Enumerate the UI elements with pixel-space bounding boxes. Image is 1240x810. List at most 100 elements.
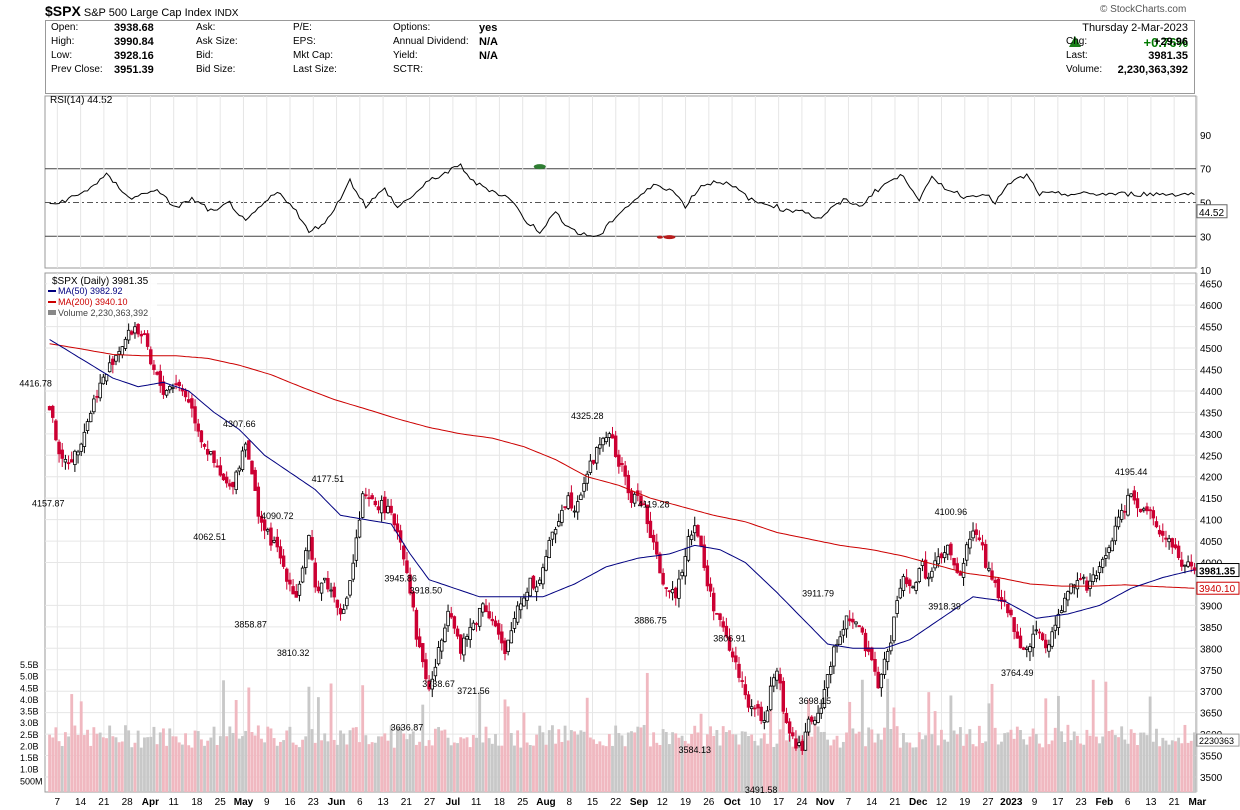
candle-body [591, 459, 596, 464]
candle-body [569, 492, 574, 509]
candle-body [51, 405, 55, 418]
volume-bar [1183, 724, 1187, 792]
candle-body [515, 605, 520, 623]
volume-bar [867, 727, 871, 792]
x-tick-label: 25 [215, 797, 227, 808]
price-annotation: 3810.32 [277, 648, 310, 658]
price-annotation: 3764.49 [1001, 668, 1034, 678]
candle-body [1192, 567, 1197, 571]
volume-bar [778, 729, 782, 792]
volume-bar [490, 743, 494, 792]
candle-body [1037, 631, 1042, 634]
candle-body [1180, 559, 1184, 567]
candle-body [427, 680, 431, 690]
x-tick-label: 21 [401, 797, 413, 808]
candle-body [111, 358, 115, 365]
candle-body [1034, 629, 1039, 632]
volume-bar [949, 695, 953, 792]
y-tick-label: 3750 [1200, 666, 1223, 677]
volume-bar [323, 733, 327, 792]
volume-bar [860, 679, 864, 792]
candle-body [772, 677, 776, 687]
candle-body [522, 597, 526, 607]
y-tick-label: 3700 [1200, 687, 1223, 698]
candle-body [538, 579, 542, 584]
volume-bar [380, 736, 384, 792]
candle-body [120, 346, 125, 356]
volume-bar [965, 734, 969, 792]
candle-body [376, 506, 381, 511]
x-tick-label: Apr [142, 797, 159, 808]
candle-body [228, 483, 232, 487]
volume-bar [253, 735, 257, 792]
x-tick-label: Nov [816, 797, 835, 808]
candle-body [724, 625, 729, 637]
volume-bar [1148, 696, 1152, 792]
volume-bar [86, 729, 89, 792]
candle-body [661, 572, 665, 585]
x-tick-label: 10 [750, 797, 762, 808]
candle-body [1085, 580, 1089, 591]
candle-body [231, 481, 235, 488]
price-annotation: 3918.50 [410, 586, 443, 596]
candle-body [531, 575, 536, 589]
quote-label: P/E: [293, 22, 312, 33]
volume-bar [702, 746, 706, 792]
volume-bar [373, 742, 377, 792]
quote-value: +29.96 [1154, 36, 1188, 48]
candle-body [443, 627, 447, 642]
volume-bar [680, 735, 684, 792]
rsi-tick-label: 90 [1200, 131, 1212, 142]
volume-bar [958, 727, 962, 792]
volume-bar [693, 725, 697, 792]
y-tick-label: 4300 [1200, 430, 1223, 441]
volume-bar [1132, 732, 1136, 792]
volume-bar [1110, 729, 1114, 792]
change-percent: +0.76% [1143, 35, 1188, 50]
volume-bar [822, 731, 826, 792]
price-annotation: 4062.51 [193, 532, 226, 542]
volume-bar [364, 735, 368, 792]
volume-bar [851, 728, 855, 792]
candle-body [749, 706, 754, 710]
volume-bar [275, 745, 279, 792]
candle-body [734, 655, 738, 663]
y-tick-label: 4650 [1200, 280, 1223, 291]
volume-bar [358, 742, 361, 792]
candle-body [335, 599, 340, 608]
volume-bar [1069, 740, 1073, 792]
volume-bar [494, 734, 497, 792]
volume-bar [813, 724, 817, 792]
candle-body [923, 559, 928, 579]
volume-bar [244, 730, 248, 792]
candle-body [1113, 525, 1118, 542]
volume-bar [449, 745, 453, 792]
volume-bar [857, 731, 861, 792]
y-tick-label: 3800 [1200, 644, 1223, 655]
volume-bar [756, 745, 760, 792]
candle-body [395, 523, 400, 533]
price-annotation: 4307.66 [223, 419, 256, 429]
quote-label: Bid: [196, 50, 214, 61]
candle-body [332, 586, 336, 598]
volume-bar [430, 745, 434, 792]
volume-bar [408, 733, 412, 792]
candle-body [594, 447, 599, 464]
volume-bar [370, 742, 374, 792]
volume-bar [411, 731, 415, 792]
candle-body [914, 582, 918, 591]
candle-body [79, 443, 83, 452]
ma200-last-box [1196, 581, 1240, 595]
volume-bar [174, 736, 178, 792]
volume-bar [1060, 731, 1064, 792]
candle-body [898, 587, 903, 599]
volume-bar [1057, 695, 1060, 792]
price-annotation: 4157.87 [32, 498, 65, 508]
candle-body [613, 435, 618, 457]
x-tick-label: 24 [796, 797, 808, 808]
candle-body [1053, 624, 1057, 631]
volume-bar [171, 736, 175, 792]
candle-body [971, 530, 975, 539]
volume-bar [446, 737, 450, 792]
candle-body [1107, 547, 1111, 553]
